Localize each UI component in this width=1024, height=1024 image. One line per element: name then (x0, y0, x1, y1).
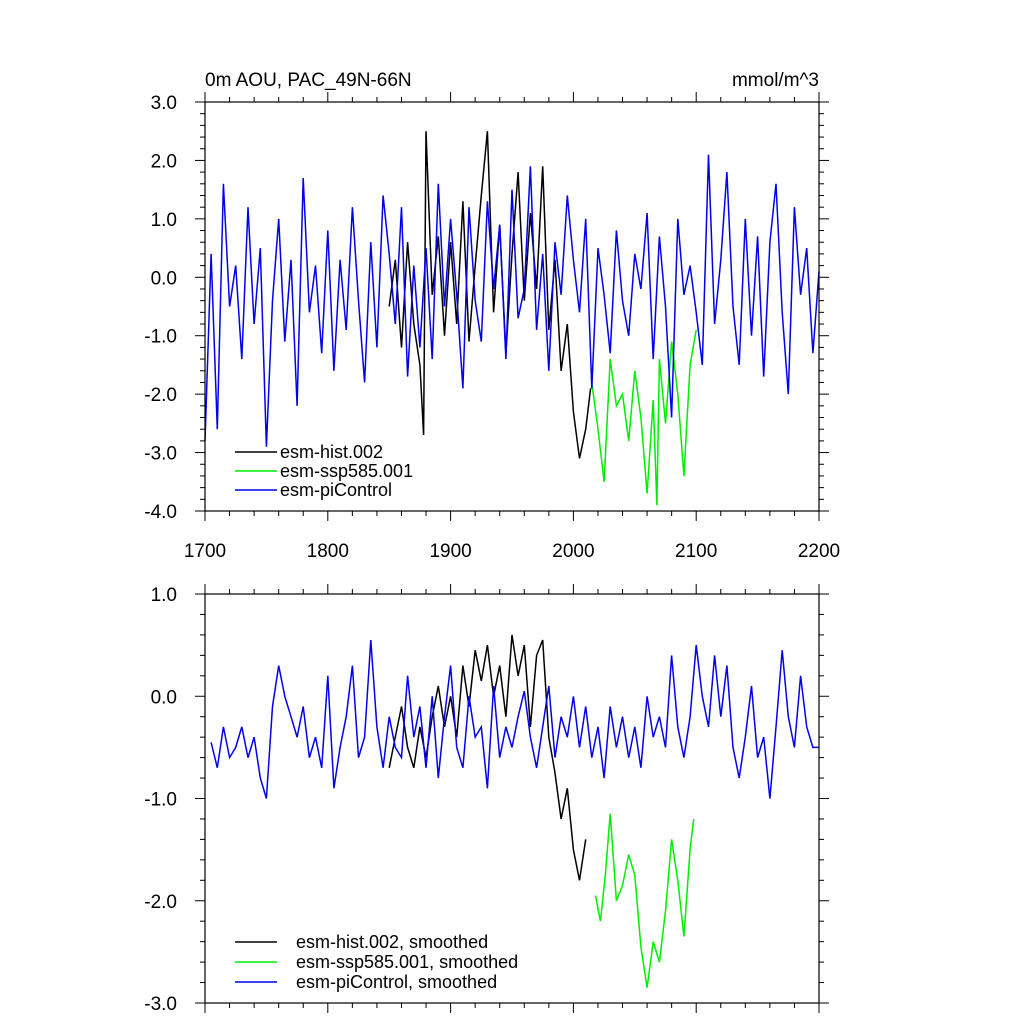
x-tick-label: 1800 (307, 541, 349, 562)
top-plot-units: mmol/m^3 (732, 70, 819, 91)
y-tick-label: 2.0 (151, 151, 177, 172)
x-tick-label: 2200 (798, 541, 840, 562)
bottom-plot-ticks: -3.0 -2.0 -1.0 0.0 1.0 (144, 584, 829, 1015)
y-tick-label: -1.0 (144, 327, 177, 348)
y-tick-label: 3.0 (151, 93, 177, 114)
y-tick-label: -2.0 (144, 892, 177, 913)
y-tick-label: -3.0 (144, 444, 177, 465)
y-tick-label: -3.0 (144, 994, 177, 1015)
legend-label: esm-hist.002, smoothed (296, 932, 488, 952)
legend-label: esm-piControl, smoothed (296, 972, 497, 992)
series-line-2 (204, 154, 820, 447)
series-line-0 (388, 634, 587, 881)
x-tick-label: 2100 (675, 541, 717, 562)
series-line-0 (388, 131, 592, 459)
series-line-1 (591, 329, 697, 506)
x-tick-label: 1900 (429, 541, 471, 562)
series-line-1 (594, 813, 695, 988)
y-tick-label: -2.0 (144, 385, 177, 406)
legend-label: esm-piControl (280, 480, 392, 500)
top-panel: 1700 1800 1900 2000 2100 2200 -4.0 -3.0 -2.0 -1.0… (144, 70, 840, 562)
legend-label: esm-ssp585.001 (280, 461, 413, 481)
y-tick-label: 0.0 (151, 687, 177, 708)
top-plot-frame (204, 101, 820, 512)
legend-label: esm-hist.002 (280, 442, 383, 462)
y-tick-label: 1.0 (151, 585, 177, 606)
y-tick-label: 1.0 (151, 210, 177, 231)
y-tick-label: -4.0 (144, 502, 177, 523)
y-tick-label: -1.0 (144, 790, 177, 811)
bottom-panel: -3.0 -2.0 -1.0 0.0 1.0 esm-hist.002, smoothe… (144, 584, 829, 1015)
x-tick-label: 1700 (184, 541, 226, 562)
legend-label: esm-ssp585.001, smoothed (296, 952, 518, 972)
top-plot-lines (204, 131, 820, 506)
top-plot-title: 0m AOU, PAC_49N-66N (205, 70, 412, 91)
y-tick-label: 0.0 (151, 268, 177, 289)
series-line-2 (210, 639, 819, 799)
bottom-plot-lines (210, 634, 819, 988)
x-tick-label: 2000 (552, 541, 594, 562)
top-plot-ticks: 1700 1800 1900 2000 2100 2200 -4.0 -3.0 -2.0 -1.0… (144, 92, 840, 562)
